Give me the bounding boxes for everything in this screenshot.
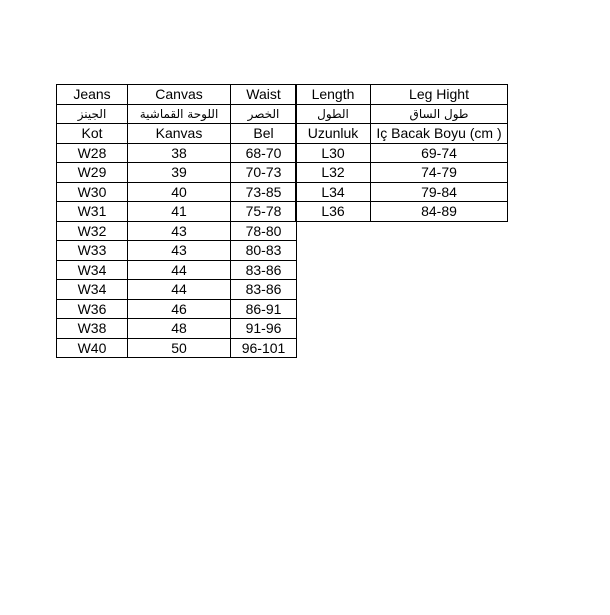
table-cell: 84-89	[370, 201, 508, 222]
table-cell: W33	[56, 240, 128, 261]
table-cell: 44	[127, 259, 231, 280]
jeans-size-table: Jeans Canvas Waist الجينز اللوحة القماشي…	[56, 84, 297, 358]
table-cell: W29	[56, 162, 128, 183]
table-cell: 43	[127, 240, 231, 261]
header-row-tr: Kot Kanvas Bel	[56, 123, 297, 144]
table-cell: 40	[127, 181, 231, 202]
header-waist-turkish: Bel	[230, 123, 297, 144]
table-row: W30 40 73-85	[56, 181, 297, 202]
table-row: W40 50 96-101	[56, 337, 297, 358]
table-cell: 48	[127, 318, 231, 339]
table-cell: 91-96	[230, 318, 297, 339]
header-leg-hight-turkish: Iç Bacak Boyu (cm )	[370, 123, 508, 144]
header-leg-hight: Leg Hight	[370, 84, 508, 105]
header-length: Length	[295, 84, 371, 105]
table-cell: W28	[56, 142, 128, 163]
table-cell: W36	[56, 298, 128, 319]
table-cell: 80-83	[230, 240, 297, 261]
table-cell: 44	[127, 279, 231, 300]
header-row-tr: Uzunluk Iç Bacak Boyu (cm )	[295, 123, 508, 144]
table-row: W28 38 68-70	[56, 142, 297, 163]
table-cell: 68-70	[230, 142, 297, 163]
table-cell: W34	[56, 259, 128, 280]
header-waist-arabic: الخصر	[230, 103, 297, 124]
table-row: W34 44 83-86	[56, 259, 297, 280]
table-row: W33 43 80-83	[56, 240, 297, 261]
table-row: W29 39 70-73	[56, 162, 297, 183]
table-cell: 70-73	[230, 162, 297, 183]
table-cell: 38	[127, 142, 231, 163]
table-row: L36 84-89	[295, 201, 508, 222]
table-cell: 50	[127, 337, 231, 358]
table-row: W32 43 78-80	[56, 220, 297, 241]
table-cell: 69-74	[370, 142, 508, 163]
header-canvas-turkish: Kanvas	[127, 123, 231, 144]
table-cell: L36	[295, 201, 371, 222]
table-row: W31 41 75-78	[56, 201, 297, 222]
table-row: W34 44 83-86	[56, 279, 297, 300]
table-cell: W34	[56, 279, 128, 300]
header-canvas: Canvas	[127, 84, 231, 105]
table-cell: 75-78	[230, 201, 297, 222]
table-cell: W32	[56, 220, 128, 241]
header-jeans: Jeans	[56, 84, 128, 105]
table-row: L34 79-84	[295, 181, 508, 202]
table-cell: W40	[56, 337, 128, 358]
header-row-en: Length Leg Hight	[295, 84, 508, 105]
table-cell: 43	[127, 220, 231, 241]
table-cell: 96-101	[230, 337, 297, 358]
header-length-turkish: Uzunluk	[295, 123, 371, 144]
table-cell: L30	[295, 142, 371, 163]
table-cell: 79-84	[370, 181, 508, 202]
table-cell: 39	[127, 162, 231, 183]
table-cell: 78-80	[230, 220, 297, 241]
header-jeans-arabic: الجينز	[56, 103, 128, 124]
table-cell: 73-85	[230, 181, 297, 202]
table-cell: L34	[295, 181, 371, 202]
table-cell: 83-86	[230, 259, 297, 280]
table-cell: 46	[127, 298, 231, 319]
table-cell: W38	[56, 318, 128, 339]
header-leg-hight-arabic: طول الساق	[370, 103, 508, 124]
table-row: W38 48 91-96	[56, 318, 297, 339]
table-row: W36 46 86-91	[56, 298, 297, 319]
header-canvas-arabic: اللوحة القماشية	[127, 103, 231, 124]
header-waist: Waist	[230, 84, 297, 105]
table-cell: 83-86	[230, 279, 297, 300]
table-cell: W31	[56, 201, 128, 222]
table-cell: 74-79	[370, 162, 508, 183]
table-cell: 41	[127, 201, 231, 222]
table-cell: L32	[295, 162, 371, 183]
table-row: L32 74-79	[295, 162, 508, 183]
table-cell: 86-91	[230, 298, 297, 319]
length-size-table: Length Leg Hight الطول طول الساق Uzunluk…	[295, 84, 508, 222]
header-row-en: Jeans Canvas Waist	[56, 84, 297, 105]
header-row-ar: الطول طول الساق	[295, 103, 508, 124]
table-row: L30 69-74	[295, 142, 508, 163]
header-row-ar: الجينز اللوحة القماشية الخصر	[56, 103, 297, 124]
header-jeans-turkish: Kot	[56, 123, 128, 144]
table-cell: W30	[56, 181, 128, 202]
header-length-arabic: الطول	[295, 103, 371, 124]
